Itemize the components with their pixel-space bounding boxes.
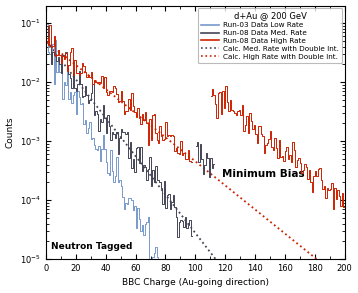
Run-08 Data High Rate bbox=[137, 116, 141, 120]
Run-08 Data Med. Rate bbox=[176, 235, 180, 239]
Run-03 Data Low Rate bbox=[66, 69, 70, 72]
Run-03 Data Low Rate bbox=[156, 285, 161, 288]
Text: Neutron Tagged: Neutron Tagged bbox=[50, 242, 132, 251]
Line: Run-08 Data High Rate: Run-08 Data High Rate bbox=[47, 25, 192, 162]
Run-08 Data High Rate bbox=[189, 160, 194, 164]
Calc. High Rate with Double Int. bbox=[334, 273, 338, 276]
Run-08 Data Med. Rate bbox=[155, 178, 159, 181]
X-axis label: BBC Charge (Au-going direction): BBC Charge (Au-going direction) bbox=[122, 278, 269, 287]
Run-08 Data Med. Rate bbox=[54, 52, 58, 56]
Run-03 Data Low Rate bbox=[158, 268, 163, 272]
Calc. High Rate with Double Int. bbox=[342, 280, 347, 283]
Run-08 Data High Rate bbox=[156, 141, 161, 144]
Calc. High Rate with Double Int. bbox=[60, 52, 64, 56]
Calc. Med. Rate with Double Int. bbox=[45, 40, 49, 44]
Run-08 Data Med. Rate bbox=[136, 145, 140, 149]
Calc. High Rate with Double Int. bbox=[334, 273, 338, 276]
Line: Run-03 Data Low Rate: Run-03 Data Low Rate bbox=[47, 24, 202, 293]
Line: Calc. High Rate with Double Int.: Calc. High Rate with Double Int. bbox=[47, 42, 344, 282]
Run-08 Data Med. Rate bbox=[113, 136, 118, 140]
Calc. High Rate with Double Int. bbox=[182, 150, 186, 154]
Calc. Med. Rate with Double Int. bbox=[189, 226, 194, 230]
Run-08 Data High Rate bbox=[55, 53, 59, 56]
Run-08 Data High Rate bbox=[58, 53, 62, 57]
Calc. High Rate with Double Int. bbox=[45, 40, 49, 43]
Run-03 Data Low Rate bbox=[112, 180, 116, 184]
Run-08 Data Med. Rate bbox=[125, 131, 130, 134]
Calc. High Rate with Double Int. bbox=[279, 229, 284, 232]
Run-08 Data High Rate bbox=[45, 37, 49, 40]
Run-08 Data High Rate bbox=[48, 24, 52, 27]
Line: Run-08 Data Med. Rate: Run-08 Data Med. Rate bbox=[47, 26, 192, 237]
Run-08 Data Med. Rate bbox=[189, 234, 194, 238]
Run-03 Data Low Rate bbox=[45, 22, 49, 25]
Calc. Med. Rate with Double Int. bbox=[60, 60, 64, 63]
Calc. High Rate with Double Int. bbox=[189, 156, 194, 160]
Legend: Run-03 Data Low Rate, Run-08 Data Med. Rate, Run-08 Data High Rate, Calc. Med. R: Run-03 Data Low Rate, Run-08 Data Med. R… bbox=[198, 8, 342, 63]
Run-03 Data Low Rate bbox=[46, 51, 50, 54]
Run-08 Data Med. Rate bbox=[57, 56, 61, 59]
Line: Calc. Med. Rate with Double Int.: Calc. Med. Rate with Double Int. bbox=[47, 42, 344, 293]
Run-08 Data High Rate bbox=[127, 97, 131, 101]
Run-08 Data Med. Rate bbox=[45, 24, 49, 28]
Y-axis label: Counts: Counts bbox=[6, 117, 15, 148]
Calc. Med. Rate with Double Int. bbox=[182, 216, 186, 220]
Text: Minimum Bias: Minimum Bias bbox=[222, 169, 305, 179]
Run-08 Data High Rate bbox=[115, 93, 119, 96]
